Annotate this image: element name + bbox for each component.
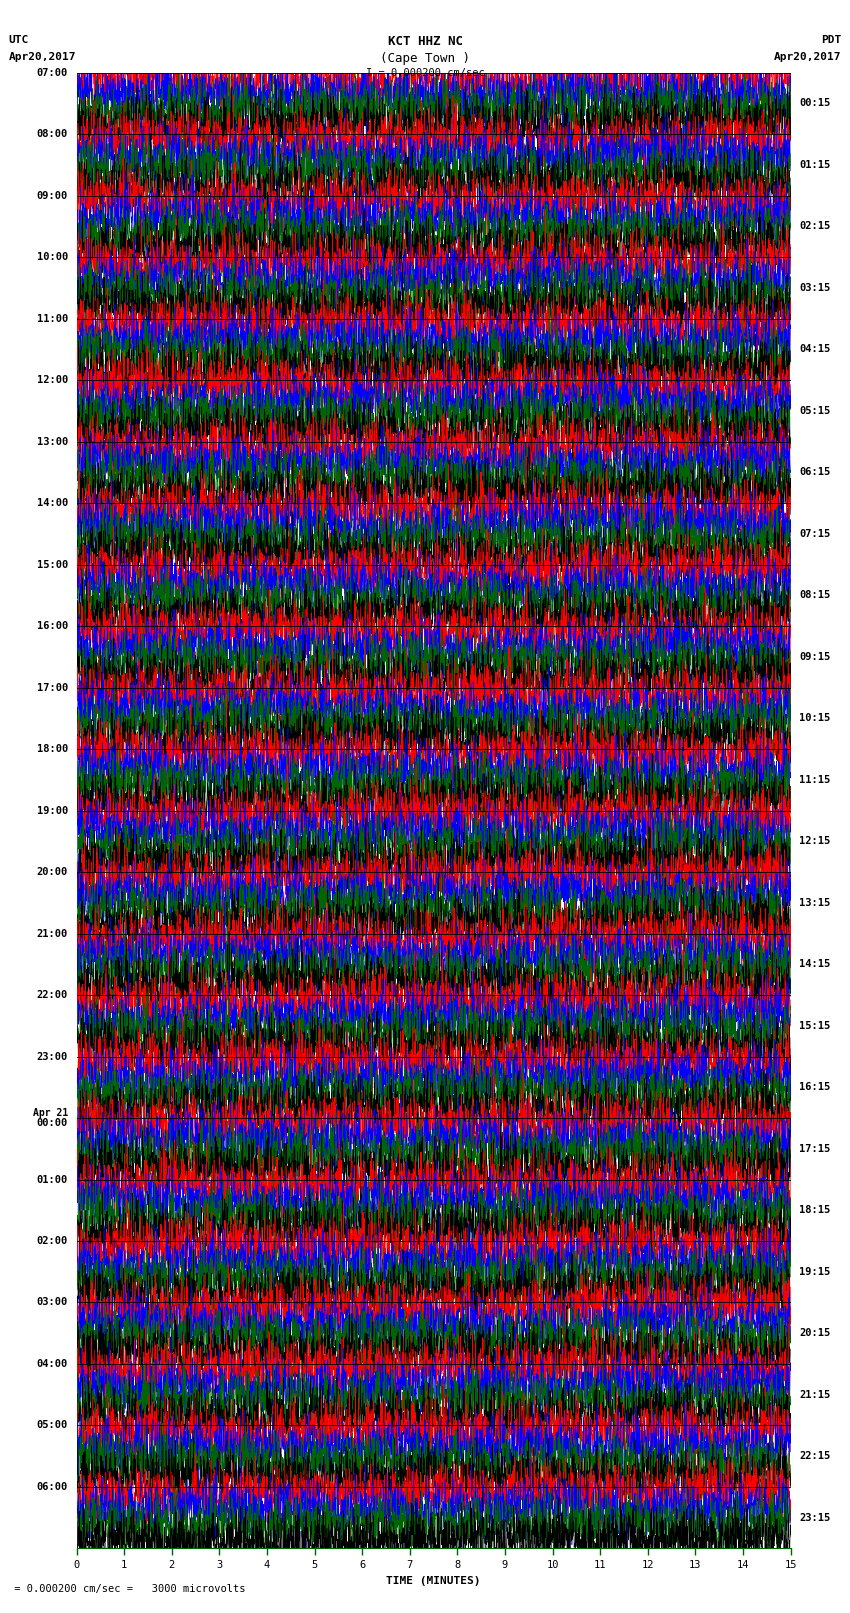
Text: 23:15: 23:15 — [799, 1513, 830, 1523]
Text: 12:00: 12:00 — [37, 376, 68, 386]
Text: 08:00: 08:00 — [37, 129, 68, 139]
Text: 02:15: 02:15 — [799, 221, 830, 231]
Text: 11:15: 11:15 — [799, 774, 830, 786]
Text: 22:00: 22:00 — [37, 990, 68, 1000]
Text: 10:15: 10:15 — [799, 713, 830, 723]
Text: 23:00: 23:00 — [37, 1052, 68, 1061]
Text: 18:00: 18:00 — [37, 744, 68, 753]
Text: 13:15: 13:15 — [799, 898, 830, 908]
Text: 21:15: 21:15 — [799, 1390, 830, 1400]
Text: 00:15: 00:15 — [799, 98, 830, 108]
Text: 16:15: 16:15 — [799, 1082, 830, 1092]
Text: 00:00: 00:00 — [37, 1118, 68, 1127]
Text: 21:00: 21:00 — [37, 929, 68, 939]
Text: 17:00: 17:00 — [37, 682, 68, 692]
Text: 16:00: 16:00 — [37, 621, 68, 631]
Text: 15:00: 15:00 — [37, 560, 68, 569]
Text: 11:00: 11:00 — [37, 313, 68, 324]
Text: 18:15: 18:15 — [799, 1205, 830, 1215]
Text: Apr20,2017: Apr20,2017 — [774, 52, 842, 61]
Text: 22:15: 22:15 — [799, 1452, 830, 1461]
Text: 04:00: 04:00 — [37, 1360, 68, 1369]
Text: 10:00: 10:00 — [37, 252, 68, 261]
Text: = 0.000200 cm/sec =   3000 microvolts: = 0.000200 cm/sec = 3000 microvolts — [8, 1584, 246, 1594]
Text: Apr20,2017: Apr20,2017 — [8, 52, 76, 61]
Text: 09:15: 09:15 — [799, 652, 830, 661]
Text: PDT: PDT — [821, 35, 842, 45]
Text: 02:00: 02:00 — [37, 1236, 68, 1245]
Text: 20:00: 20:00 — [37, 868, 68, 877]
Text: 03:15: 03:15 — [799, 282, 830, 294]
Text: 05:15: 05:15 — [799, 406, 830, 416]
Text: 06:15: 06:15 — [799, 468, 830, 477]
Text: 01:15: 01:15 — [799, 160, 830, 169]
Text: 04:15: 04:15 — [799, 344, 830, 355]
Text: 20:15: 20:15 — [799, 1327, 830, 1339]
Text: 13:00: 13:00 — [37, 437, 68, 447]
Text: 15:15: 15:15 — [799, 1021, 830, 1031]
Text: (Cape Town ): (Cape Town ) — [380, 52, 470, 65]
Text: 19:15: 19:15 — [799, 1266, 830, 1277]
Text: 17:15: 17:15 — [799, 1144, 830, 1153]
Text: 01:00: 01:00 — [37, 1174, 68, 1184]
Text: 07:00: 07:00 — [37, 68, 68, 77]
Text: 14:00: 14:00 — [37, 498, 68, 508]
Text: 08:15: 08:15 — [799, 590, 830, 600]
Text: 09:00: 09:00 — [37, 190, 68, 200]
Text: 05:00: 05:00 — [37, 1421, 68, 1431]
Text: 14:15: 14:15 — [799, 960, 830, 969]
X-axis label: TIME (MINUTES): TIME (MINUTES) — [386, 1576, 481, 1586]
Text: KCT HHZ NC: KCT HHZ NC — [388, 35, 462, 48]
Text: 06:00: 06:00 — [37, 1482, 68, 1492]
Text: I = 0.000200 cm/sec: I = 0.000200 cm/sec — [366, 68, 484, 77]
Text: 19:00: 19:00 — [37, 805, 68, 816]
Text: Apr 21: Apr 21 — [32, 1108, 68, 1118]
Text: 07:15: 07:15 — [799, 529, 830, 539]
Text: UTC: UTC — [8, 35, 29, 45]
Text: 03:00: 03:00 — [37, 1297, 68, 1308]
Text: 12:15: 12:15 — [799, 836, 830, 847]
